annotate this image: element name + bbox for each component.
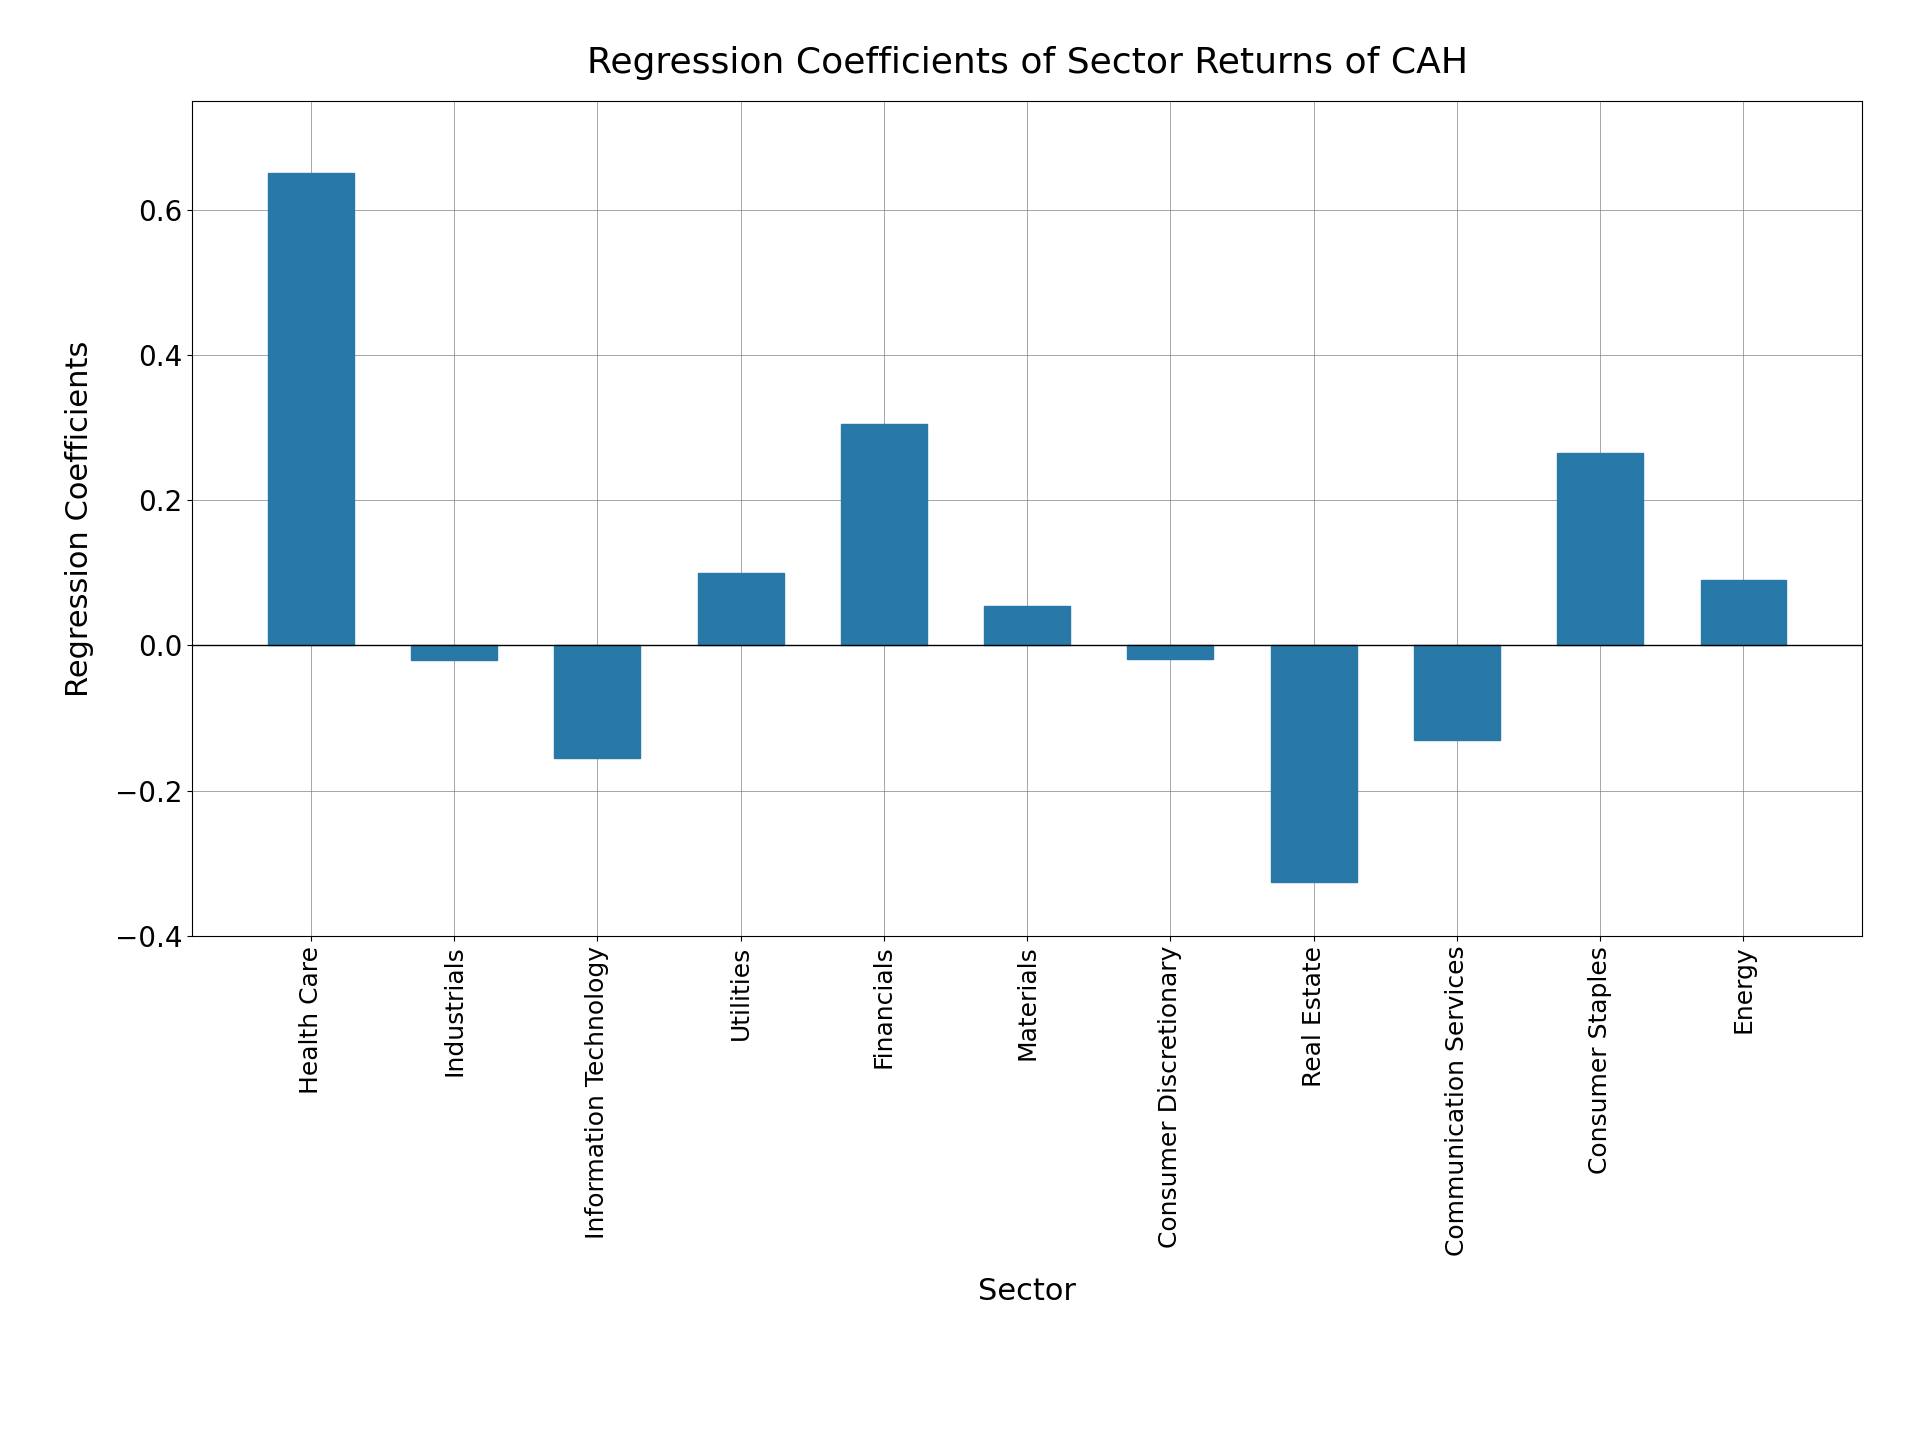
Bar bbox=[1557, 454, 1644, 645]
Bar bbox=[841, 423, 927, 645]
Bar bbox=[697, 573, 783, 645]
Bar bbox=[1271, 645, 1357, 881]
Bar bbox=[1701, 580, 1786, 645]
Bar bbox=[555, 645, 641, 757]
Bar bbox=[411, 645, 497, 660]
Bar bbox=[985, 606, 1069, 645]
Y-axis label: Regression Coefficients: Regression Coefficients bbox=[65, 340, 94, 697]
Bar bbox=[269, 173, 353, 645]
Title: Regression Coefficients of Sector Returns of CAH: Regression Coefficients of Sector Return… bbox=[588, 46, 1467, 81]
Bar bbox=[1127, 645, 1213, 658]
X-axis label: Sector: Sector bbox=[977, 1277, 1077, 1306]
Bar bbox=[1413, 645, 1500, 740]
